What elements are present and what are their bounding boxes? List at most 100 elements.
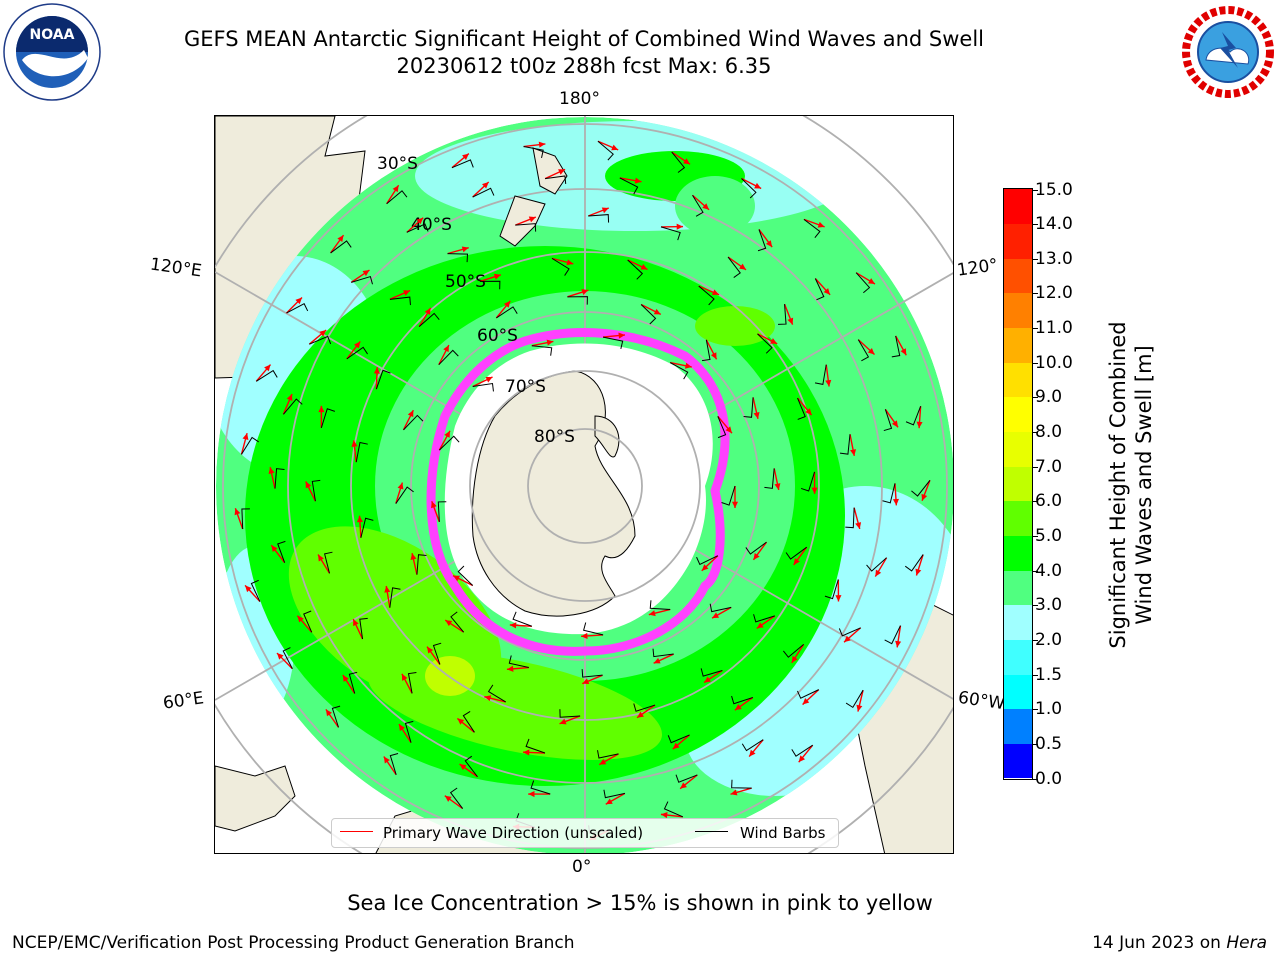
wave-arrowhead bbox=[356, 515, 363, 523]
colorbar-segment bbox=[1004, 604, 1032, 640]
wave-arrowhead bbox=[753, 552, 760, 560]
wave-arrowhead bbox=[384, 585, 391, 593]
polar-map: 30°S 40°S 50°S 60°S 70°S 80°S bbox=[214, 115, 954, 854]
wave-arrowhead bbox=[493, 273, 501, 280]
wave-arrowhead bbox=[891, 420, 899, 428]
wind-barbs-legend-line bbox=[695, 831, 728, 832]
wave-arrowhead bbox=[710, 352, 717, 360]
wind-barb bbox=[796, 689, 819, 699]
wind-barb bbox=[464, 755, 478, 778]
chart-subtitle: 20230612 t00z 288h fcst Max: 6.35 bbox=[396, 54, 772, 78]
wave-arrowhead bbox=[566, 259, 574, 266]
wave-arrowhead bbox=[398, 724, 405, 732]
wind-barb bbox=[797, 397, 806, 420]
wave-arrowhead bbox=[756, 622, 764, 629]
colorbar-tick-label: 0.5 bbox=[1031, 733, 1063, 754]
wave-arrowhead bbox=[653, 657, 661, 664]
colorbar-segment bbox=[1004, 258, 1032, 294]
wind-barb bbox=[814, 364, 827, 386]
wind-barb bbox=[619, 177, 639, 195]
wind-barb bbox=[432, 642, 442, 665]
svg-text:NOAA: NOAA bbox=[30, 27, 75, 43]
wind-barb bbox=[911, 479, 931, 497]
wind-barb bbox=[437, 501, 447, 522]
wave-arrowhead bbox=[401, 673, 408, 681]
wave-arrowhead bbox=[599, 758, 607, 765]
wind-barb bbox=[360, 517, 374, 538]
lon-label-60w: 60°W bbox=[956, 687, 1007, 715]
wave-arrowhead bbox=[725, 426, 732, 434]
wind-barb bbox=[839, 434, 851, 455]
wave-arrowhead bbox=[855, 522, 862, 529]
wind-barb bbox=[286, 303, 309, 314]
wind-barb bbox=[891, 335, 901, 358]
wave-arrowhead bbox=[734, 704, 742, 711]
wave-arrowhead bbox=[793, 558, 800, 565]
wind-barb bbox=[487, 684, 506, 703]
colorbar-segment bbox=[1004, 674, 1032, 710]
wave-arrowhead bbox=[427, 646, 434, 654]
wave-arrowhead bbox=[353, 341, 361, 349]
wave-arrowhead bbox=[318, 554, 324, 562]
wave-arrowhead bbox=[825, 379, 832, 387]
wave-arrowhead bbox=[676, 223, 683, 230]
wave-arrowhead bbox=[453, 575, 461, 582]
colorbar-tick-label: 6.0 bbox=[1031, 491, 1063, 512]
wave-arrowhead bbox=[443, 345, 449, 353]
wave-arrowhead bbox=[672, 742, 680, 750]
wind-barb bbox=[698, 285, 715, 306]
wave-arrowhead bbox=[482, 181, 489, 189]
wave-arrowhead bbox=[424, 307, 431, 315]
sea-ice-edge bbox=[426, 328, 730, 656]
wave-arrowhead bbox=[416, 217, 424, 225]
wind-barb bbox=[814, 278, 825, 301]
primary-wave-legend-label: Primary Wave Direction (unscaled) bbox=[383, 824, 644, 842]
nws-logo-icon bbox=[1180, 4, 1276, 100]
footer-date: 14 Jun 2023 on Hera bbox=[1092, 933, 1267, 953]
map-legend: Primary Wave Direction (unscaled) Wind B… bbox=[331, 818, 839, 848]
wind-barb bbox=[663, 801, 684, 818]
lat-label-60s: 60°S bbox=[477, 326, 518, 346]
wind-barb bbox=[741, 739, 764, 752]
wave-arrowhead bbox=[875, 569, 882, 577]
wind-barb bbox=[462, 711, 475, 733]
wind-barb bbox=[346, 346, 368, 360]
wave-arrowhead bbox=[318, 405, 325, 413]
wind-barb bbox=[525, 738, 546, 754]
colorbar-tick-label: 7.0 bbox=[1031, 456, 1063, 477]
wind-barb bbox=[451, 159, 474, 169]
wave-arrowhead bbox=[485, 376, 493, 383]
wave-arrowhead bbox=[444, 430, 450, 438]
colorbar-segment bbox=[1004, 639, 1032, 675]
wave-arrowhead bbox=[271, 545, 278, 553]
wind-barb bbox=[303, 610, 313, 633]
wave-arrowhead bbox=[297, 615, 304, 623]
wind-barb bbox=[838, 627, 861, 637]
wave-arrowhead bbox=[559, 718, 567, 725]
colorbar-tick-label: 15.0 bbox=[1032, 179, 1073, 200]
wave-arrowhead bbox=[648, 610, 656, 617]
wave-arrowhead bbox=[916, 421, 923, 429]
wind-barb bbox=[803, 218, 821, 239]
wind-barb bbox=[389, 753, 399, 775]
wind-barb bbox=[395, 486, 414, 504]
wave-arrowhead bbox=[509, 622, 517, 629]
wave-arrowhead bbox=[774, 483, 781, 490]
colorbar-tick-label: 13.0 bbox=[1032, 248, 1073, 269]
wave-arrowhead bbox=[844, 635, 851, 643]
wind-barb bbox=[603, 789, 626, 799]
wind-barb bbox=[791, 744, 813, 757]
wind-barb bbox=[241, 508, 250, 530]
wave-arrowhead bbox=[295, 297, 303, 305]
wind-barb bbox=[731, 779, 752, 789]
wave-arrowhead bbox=[618, 332, 625, 339]
wind-barb bbox=[731, 695, 753, 705]
wave-arrowhead bbox=[856, 704, 863, 712]
wind-barb bbox=[324, 551, 333, 574]
wave-arrowhead bbox=[538, 141, 546, 148]
wind-barb bbox=[782, 643, 804, 658]
wave-arrowhead bbox=[634, 177, 642, 184]
wave-arrowhead bbox=[749, 749, 756, 757]
colorbar-segment bbox=[1004, 327, 1032, 363]
wave-arrowhead bbox=[286, 394, 293, 402]
